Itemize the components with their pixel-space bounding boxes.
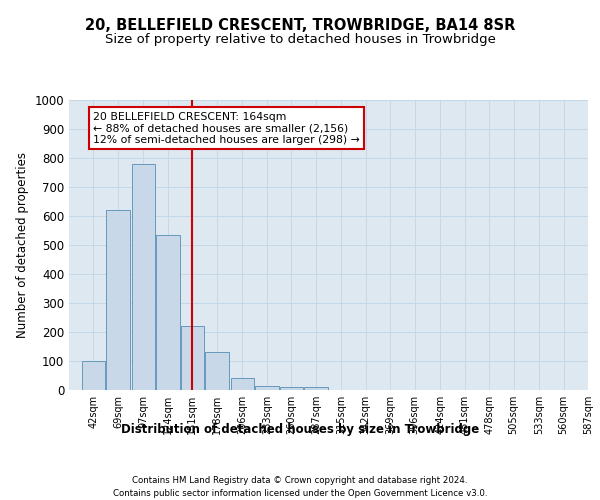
Bar: [82, 361, 105, 390]
Bar: [156, 235, 179, 390]
Text: 20, BELLEFIELD CRESCENT, TROWBRIDGE, BA14 8SR: 20, BELLEFIELD CRESCENT, TROWBRIDGE, BA1…: [85, 18, 515, 32]
Bar: [255, 386, 278, 390]
Bar: [205, 352, 229, 390]
Bar: [304, 387, 328, 390]
Text: Contains public sector information licensed under the Open Government Licence v3: Contains public sector information licen…: [113, 489, 487, 498]
Text: Size of property relative to detached houses in Trowbridge: Size of property relative to detached ho…: [104, 32, 496, 46]
Bar: [280, 387, 303, 390]
Text: Distribution of detached houses by size in Trowbridge: Distribution of detached houses by size …: [121, 422, 479, 436]
Bar: [131, 164, 155, 390]
Bar: [181, 326, 204, 390]
Text: 20 BELLEFIELD CRESCENT: 164sqm
← 88% of detached houses are smaller (2,156)
12% : 20 BELLEFIELD CRESCENT: 164sqm ← 88% of …: [93, 112, 360, 145]
Bar: [106, 210, 130, 390]
Bar: [230, 378, 254, 390]
Y-axis label: Number of detached properties: Number of detached properties: [16, 152, 29, 338]
Text: Contains HM Land Registry data © Crown copyright and database right 2024.: Contains HM Land Registry data © Crown c…: [132, 476, 468, 485]
